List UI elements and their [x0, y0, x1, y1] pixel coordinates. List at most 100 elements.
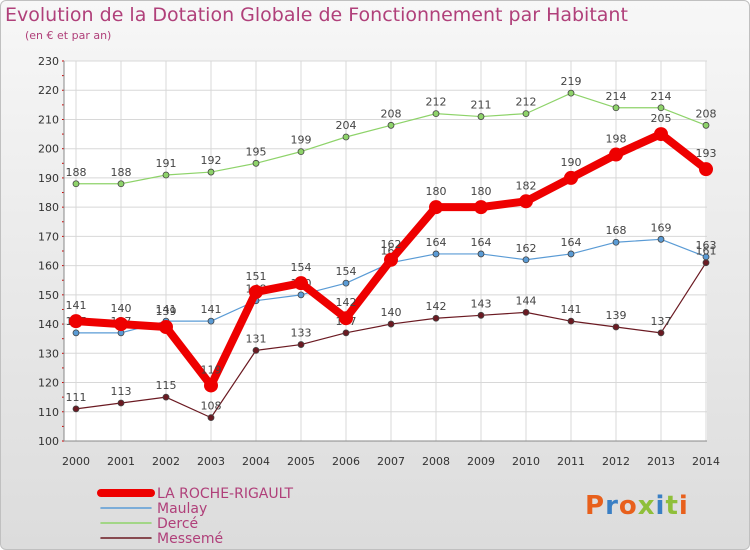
data-point	[477, 311, 485, 319]
data-point	[72, 405, 80, 413]
data-point	[612, 323, 620, 331]
data-point	[519, 194, 533, 209]
x-tick-label: 2008	[422, 455, 450, 468]
data-point	[477, 113, 485, 120]
x-tick-label: 2013	[647, 455, 675, 468]
proxiti-logo: Proxiti	[585, 491, 689, 521]
data-point	[342, 329, 350, 337]
data-label: 208	[696, 107, 717, 120]
data-point	[114, 317, 128, 332]
data-label: 141	[156, 303, 177, 316]
data-point	[612, 238, 620, 246]
data-label: 164	[561, 236, 582, 249]
data-label: 182	[516, 179, 537, 192]
data-label: 142	[336, 296, 357, 309]
data-point	[567, 89, 575, 97]
chart-subtitle: (en € et par an)	[25, 29, 112, 42]
data-point	[567, 250, 575, 258]
data-point	[207, 414, 215, 422]
x-tick-label: 2001	[107, 455, 135, 468]
data-point	[297, 148, 305, 156]
data-point	[252, 159, 260, 167]
data-point	[657, 235, 665, 243]
data-label: 141	[561, 303, 582, 316]
data-label: 192	[201, 154, 222, 167]
data-label: 180	[426, 185, 447, 198]
legend-label: Messemé	[157, 531, 223, 547]
data-point	[432, 110, 440, 118]
data-point	[432, 314, 440, 322]
data-point	[207, 168, 215, 176]
y-tick-label: 180	[38, 201, 59, 214]
y-tick-label: 220	[38, 84, 59, 97]
data-label: 131	[246, 332, 267, 345]
data-point	[654, 127, 668, 142]
data-label: 163	[696, 239, 717, 252]
data-point	[69, 314, 83, 329]
data-point	[72, 329, 80, 337]
data-point	[159, 320, 173, 334]
data-label: 113	[111, 385, 132, 398]
data-label: 133	[291, 327, 312, 340]
data-point	[522, 110, 530, 118]
plot-area	[64, 61, 707, 441]
data-label: 139	[606, 309, 627, 322]
data-label: 199	[291, 134, 312, 147]
data-label: 193	[696, 147, 717, 160]
data-point	[612, 104, 620, 112]
chart-title: Evolution de la Dotation Globale de Fonc…	[5, 4, 628, 26]
data-point	[432, 250, 440, 258]
data-label: 140	[111, 302, 132, 315]
x-tick-label: 2011	[557, 455, 585, 468]
data-point	[657, 104, 665, 112]
data-label: 169	[651, 221, 672, 234]
data-point	[339, 311, 353, 326]
data-label: 205	[651, 112, 672, 125]
x-tick-label: 2000	[62, 455, 90, 468]
data-label: 142	[426, 300, 447, 313]
data-label: 204	[336, 119, 357, 132]
data-point	[342, 133, 350, 141]
y-tick-label: 190	[38, 172, 59, 185]
y-tick-label: 130	[38, 347, 59, 360]
data-label: 139	[156, 305, 177, 318]
data-label: 188	[111, 166, 132, 179]
legend-label: Maulay	[157, 501, 207, 517]
data-label: 111	[66, 391, 87, 404]
data-point	[609, 147, 623, 162]
data-label: 168	[606, 224, 627, 237]
data-label: 162	[381, 238, 402, 251]
data-label: 180	[471, 185, 492, 198]
y-tick-label: 150	[38, 289, 59, 302]
data-point	[297, 291, 305, 299]
y-tick-label: 120	[38, 377, 59, 390]
data-label: 214	[606, 90, 627, 103]
x-tick-label: 2007	[377, 455, 405, 468]
data-point	[252, 346, 260, 354]
data-point	[117, 399, 125, 407]
legend-label: LA ROCHE-RIGAULT	[157, 486, 293, 502]
data-point	[297, 341, 305, 348]
x-tick-label: 2003	[197, 455, 225, 468]
legend-label: Dercé	[157, 516, 198, 532]
data-label: 140	[381, 306, 402, 319]
data-label: 154	[336, 265, 357, 278]
data-label: 141	[201, 303, 222, 316]
y-tick-label: 160	[38, 260, 59, 273]
brand-letter: i	[655, 491, 666, 521]
data-label: 190	[561, 156, 582, 169]
data-label: 198	[606, 133, 627, 146]
brand-letter: i	[678, 491, 689, 521]
y-tick-label: 230	[38, 55, 59, 68]
y-tick-label: 140	[38, 318, 59, 331]
data-point	[342, 279, 350, 287]
data-point	[522, 308, 530, 316]
data-label: 188	[66, 166, 87, 179]
y-tick-label: 100	[38, 435, 59, 448]
x-tick-label: 2009	[467, 455, 495, 468]
data-label: 219	[561, 75, 582, 88]
data-point	[477, 250, 485, 258]
data-point	[657, 329, 665, 337]
